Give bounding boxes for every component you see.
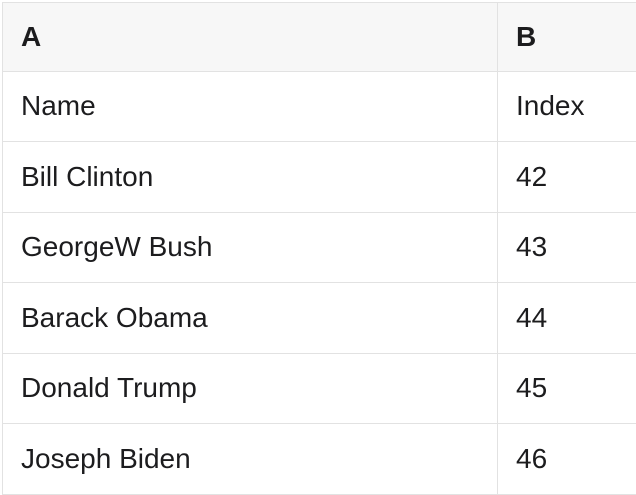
cell-name-header[interactable]: Name	[3, 71, 498, 141]
column-header-b[interactable]: B	[516, 20, 537, 52]
table-row: Joseph Biden 46	[3, 424, 636, 495]
table-row: Barack Obama 44	[3, 283, 636, 354]
cell-index[interactable]: 43	[516, 231, 548, 263]
column-header-a[interactable]: A	[3, 3, 498, 71]
cell-name[interactable]: Bill Clinton	[3, 142, 498, 212]
table-row: Bill Clinton 42	[3, 142, 636, 213]
table-row: GeorgeW Bush 43	[3, 212, 636, 283]
table-row: Name Index	[3, 71, 636, 142]
cell-index[interactable]: 42	[516, 160, 548, 192]
table-row: Donald Trump 45	[3, 353, 636, 424]
cell-index[interactable]: 45	[516, 372, 548, 404]
cell-name[interactable]: Barack Obama	[3, 283, 498, 353]
cell-index[interactable]: 44	[516, 301, 548, 333]
column-header-row: A B	[3, 3, 636, 72]
cell-name[interactable]: Donald Trump	[3, 353, 498, 423]
cell-name[interactable]: Joseph Biden	[3, 424, 498, 494]
cell-index-header[interactable]: Index	[516, 90, 585, 122]
cell-name[interactable]: GeorgeW Bush	[3, 212, 498, 282]
cell-index[interactable]: 46	[516, 442, 548, 474]
